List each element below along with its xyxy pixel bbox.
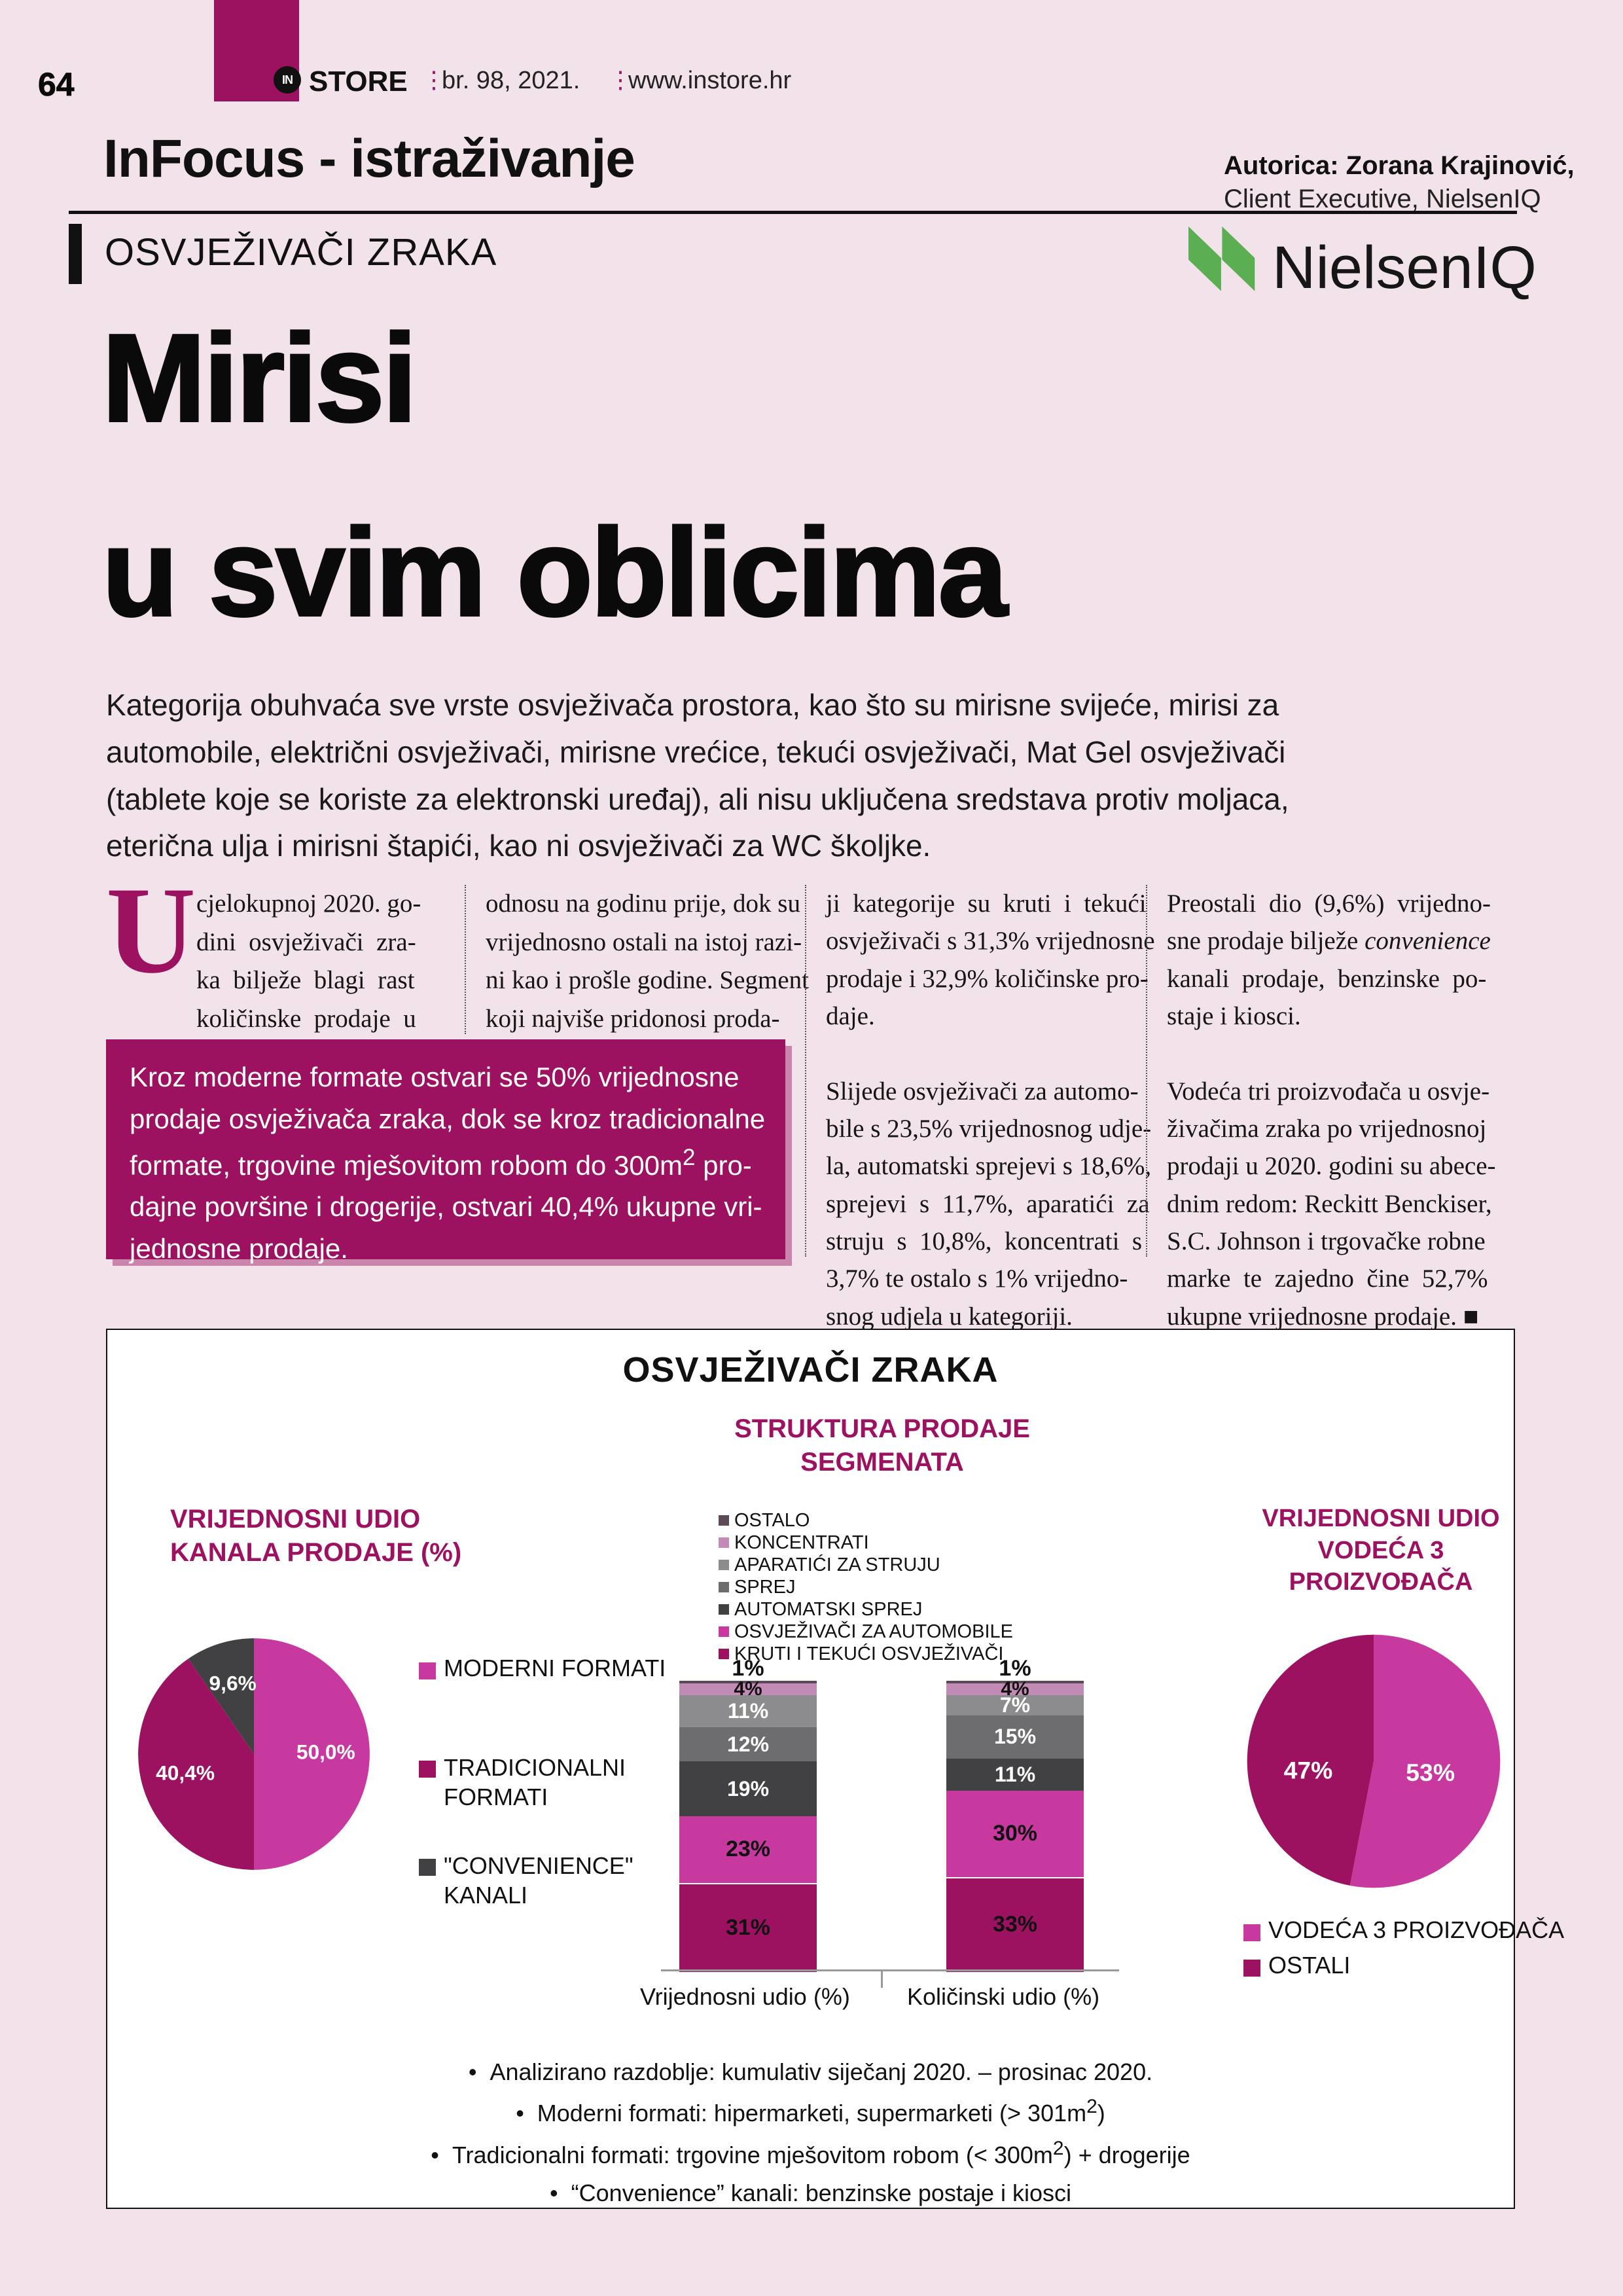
svg-text:50,0%: 50,0%: [296, 1740, 355, 1763]
svg-text:9,6%: 9,6%: [209, 1671, 257, 1695]
svg-text:47%: 47%: [1284, 1757, 1333, 1784]
svg-text:40,4%: 40,4%: [156, 1761, 215, 1785]
svg-text:NielsenIQ: NielsenIQ: [1272, 234, 1537, 301]
svg-text:53%: 53%: [1406, 1759, 1455, 1786]
